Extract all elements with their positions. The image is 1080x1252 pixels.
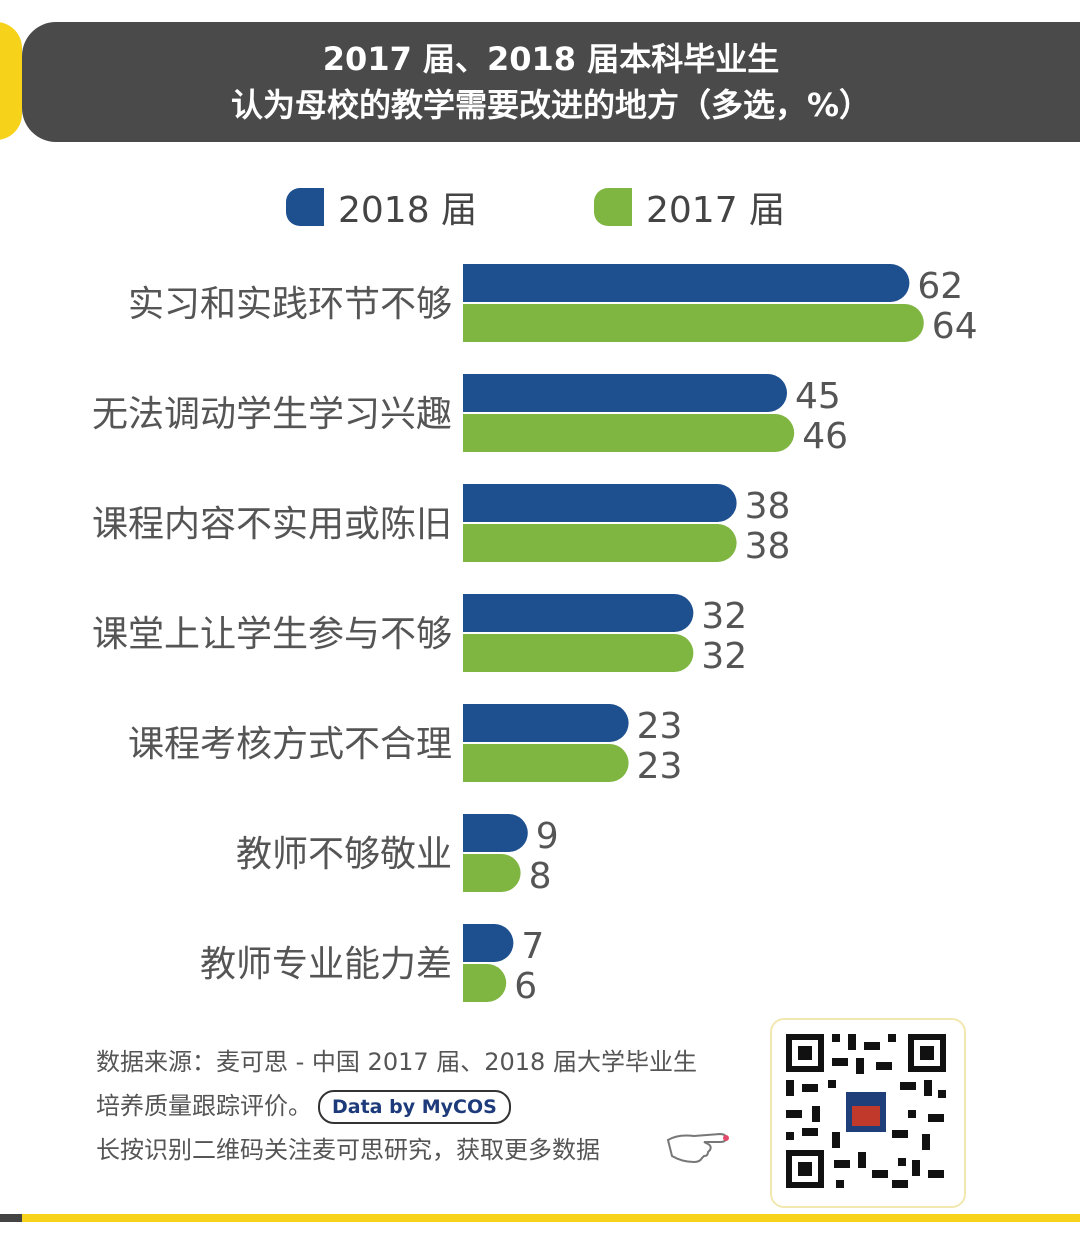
bar-2018 [463, 374, 787, 412]
data-label: 23 [637, 706, 683, 747]
data-label: 23 [637, 746, 683, 787]
category-label: 课程内容不实用或陈旧 [92, 504, 452, 545]
bar-2017 [463, 634, 694, 672]
header-banner [22, 22, 1080, 142]
category-label: 教师不够敬业 [236, 834, 452, 875]
bar-2017 [463, 414, 795, 452]
bar-2018 [463, 264, 910, 302]
bar-2017 [463, 304, 924, 342]
legend-item-2018: 2018 届 [286, 182, 477, 232]
source-line-1: 数据来源：麦可思 - 中国 2017 届、2018 届大学毕业生 [96, 1048, 697, 1076]
mycos-badge: Data by MyCOS [318, 1090, 511, 1124]
data-label: 7 [521, 926, 544, 967]
qr-code-icon [770, 1018, 966, 1208]
bar-2018 [463, 594, 694, 632]
data-label: 45 [795, 376, 841, 417]
data-label: 9 [536, 816, 559, 857]
title-line-2: 认为母校的教学需要改进的地方（多选，%） [230, 86, 872, 124]
legend-label-2018: 2018 届 [338, 190, 478, 231]
source-line-2: 培养质量跟踪评价。 Data by MyCOS [96, 1084, 766, 1128]
bar-2017 [463, 964, 507, 1002]
data-label: 38 [745, 486, 791, 527]
bar-2017 [463, 744, 629, 782]
category-label: 课堂上让学生参与不够 [92, 614, 452, 655]
bottom-divider [22, 1214, 1080, 1222]
category-label: 实习和实践环节不够 [128, 284, 452, 325]
data-label: 62 [917, 266, 963, 307]
bar-2018 [463, 924, 514, 962]
category-label: 课程考核方式不合理 [128, 724, 452, 765]
data-label: 46 [802, 416, 848, 457]
category-label: 教师专业能力差 [200, 944, 452, 985]
data-label: 32 [701, 596, 747, 637]
source-line-2-text: 培养质量跟踪评价。 [96, 1092, 312, 1120]
legend-label-2017: 2017 届 [646, 190, 786, 231]
pointing-hand-icon [666, 1132, 729, 1164]
legend-item-2017: 2017 届 [594, 182, 785, 232]
data-label: 6 [514, 966, 537, 1007]
legend: 2018 届 2017 届 [0, 182, 1080, 232]
category-label: 无法调动学生学习兴趣 [92, 394, 452, 435]
bottom-dot [0, 1214, 22, 1222]
data-label: 38 [745, 526, 791, 567]
legend-swatch-2018 [286, 188, 324, 226]
bar-2018 [463, 484, 737, 522]
footer: 数据来源：麦可思 - 中国 2017 届、2018 届大学毕业生 培养质量跟踪评… [96, 1040, 766, 1172]
bar-2017 [463, 854, 521, 892]
bar-2017 [463, 524, 737, 562]
bar-2018 [463, 704, 629, 742]
title-line-1: 2017 届、2018 届本科毕业生 [322, 40, 780, 78]
yellow-accent-tab [0, 22, 22, 140]
data-label: 8 [529, 856, 552, 897]
cta-text: 长按识别二维码关注麦可思研究，获取更多数据 [96, 1136, 600, 1164]
qr-code-pattern [786, 1034, 946, 1188]
chart-title: 2017 届、2018 届本科毕业生 认为母校的教学需要改进的地方（多选，%） [22, 36, 1080, 128]
data-label: 32 [701, 636, 747, 677]
bar-2018 [463, 814, 528, 852]
data-label: 64 [932, 306, 978, 347]
legend-swatch-2017 [594, 188, 632, 226]
